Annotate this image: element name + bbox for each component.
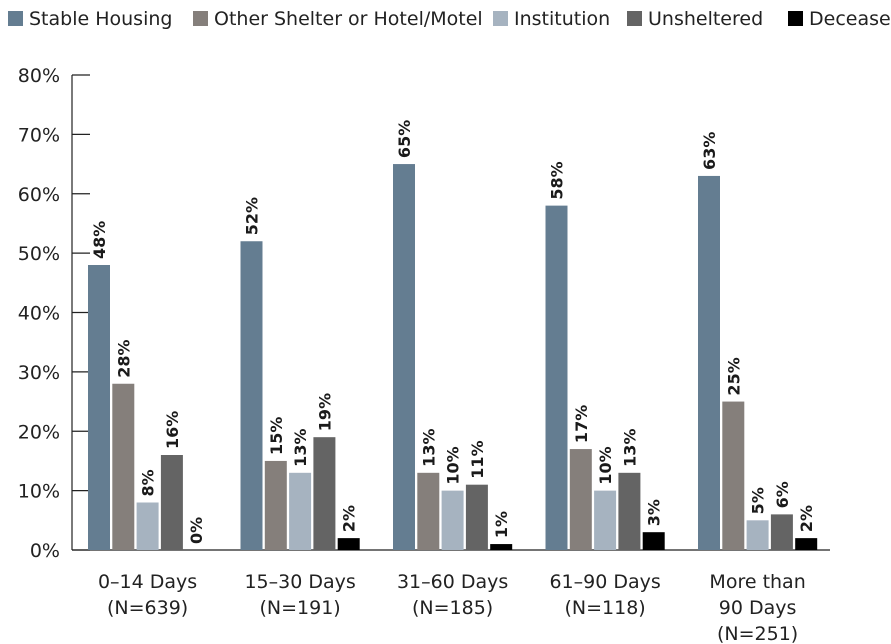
bar [618, 472, 641, 550]
data-label: 17% [572, 405, 591, 443]
bar [490, 544, 513, 550]
bar [88, 265, 110, 550]
y-axis: 0% 10% 20% 30% 40% 50% 60% 70% 80% [18, 65, 90, 562]
y-tick-label: 0% [30, 540, 60, 562]
bar [240, 241, 263, 550]
bar [594, 490, 617, 550]
bar [698, 175, 720, 550]
bar [337, 538, 360, 550]
legend-swatch [493, 11, 508, 26]
data-label: 0% [187, 517, 206, 544]
x-tick-label: 31–60 Days (N=185) [397, 571, 508, 619]
data-label: 52% [243, 197, 262, 235]
legend-item: Unsheltered [627, 8, 763, 30]
data-label: 16% [163, 411, 182, 449]
bar [770, 514, 793, 550]
x-tick-label: 15–30 Days (N=191) [244, 571, 355, 619]
legend-item: Institution [493, 8, 610, 30]
legend-label: Unsheltered [648, 8, 763, 30]
legend-item: Deceased [788, 8, 891, 30]
x-axis: 0–14 Days (N=639) 15–30 Days (N=191) 31–60 D… [72, 549, 830, 644]
legend-label: Institution [514, 8, 610, 30]
data-label: 13% [291, 429, 310, 467]
bar [465, 484, 488, 550]
data-label: 10% [444, 446, 463, 484]
y-tick-label: 10% [18, 481, 60, 503]
bar [417, 472, 440, 550]
legend-item: Stable Housing [8, 8, 172, 30]
legend-swatch [8, 11, 23, 26]
data-label: 10% [596, 446, 615, 484]
data-label: 28% [114, 339, 133, 377]
bar [441, 490, 464, 550]
data-label: 6% [773, 481, 792, 508]
x-tick-label: 0–14 Days (N=639) [98, 571, 197, 619]
data-label: 63% [700, 132, 719, 170]
data-label: 1% [492, 511, 511, 538]
bar [642, 532, 665, 550]
x-tick-label: More than 90 Days (N=251) [709, 571, 805, 644]
data-label: 65% [395, 120, 414, 158]
data-label: 48% [90, 221, 109, 259]
y-tick-label: 30% [18, 362, 60, 384]
data-label: 25% [724, 357, 743, 395]
data-label: 19% [315, 393, 334, 431]
bar [160, 455, 183, 550]
y-tick-label: 20% [18, 421, 60, 443]
data-label: 58% [548, 161, 567, 199]
y-tick-label: 40% [18, 303, 60, 325]
bar [722, 401, 745, 550]
y-tick-label: 70% [18, 124, 60, 146]
bar [569, 449, 592, 550]
data-label: 3% [645, 499, 664, 526]
legend-swatch [627, 11, 642, 26]
data-label: 2% [340, 505, 359, 532]
bar [112, 383, 135, 550]
data-label: 13% [620, 429, 639, 467]
legend-swatch [788, 11, 803, 26]
bar [289, 472, 312, 550]
data-label: 2% [797, 505, 816, 532]
data-label: 15% [267, 417, 286, 455]
bar [795, 538, 818, 550]
y-tick-label: 80% [18, 65, 60, 87]
data-label: 11% [468, 440, 487, 478]
data-label: 5% [749, 487, 768, 514]
legend-label: Stable Housing [29, 8, 172, 30]
legend-item: Other Shelter or Hotel/Motel [193, 8, 483, 30]
y-tick-label: 60% [18, 184, 60, 206]
bar [545, 205, 568, 550]
legend-label: Other Shelter or Hotel/Motel [214, 8, 483, 30]
y-tick-label: 50% [18, 243, 60, 265]
data-label: 13% [419, 429, 438, 467]
bar [393, 164, 415, 550]
legend-swatch [193, 11, 208, 26]
bar [264, 460, 287, 550]
bar [313, 437, 336, 550]
data-labels: 48% 28% 8% 16% 0% 52% 15% 13% 19% 2% 65% 13% 10% 11% 1… [90, 120, 816, 544]
bar [136, 502, 159, 550]
x-tick-label: 61–90 Days (N=118) [549, 571, 660, 619]
bars [88, 164, 818, 550]
legend: Stable Housing Other Shelter or Hotel/Mot… [8, 8, 891, 30]
legend-label: Deceased [809, 8, 891, 30]
data-label: 8% [139, 469, 158, 496]
bar [746, 520, 769, 550]
